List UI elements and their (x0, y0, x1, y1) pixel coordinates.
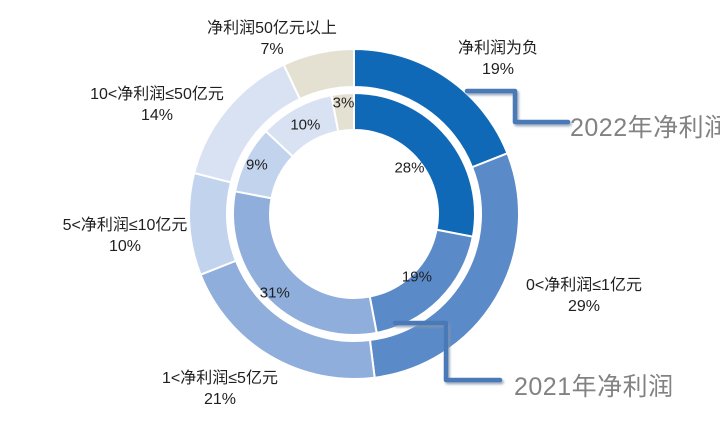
segment-inner-5 (330, 91, 355, 133)
series-callout-outer-ring: 2022年净利润 (570, 114, 720, 142)
callout-connector-0 (464, 88, 571, 125)
callout-connector-1 (392, 320, 503, 383)
segment-outer-5 (282, 48, 355, 101)
segment-outer-3 (188, 171, 237, 276)
series-callout-inner-ring: 2021年净利润 (514, 373, 674, 401)
